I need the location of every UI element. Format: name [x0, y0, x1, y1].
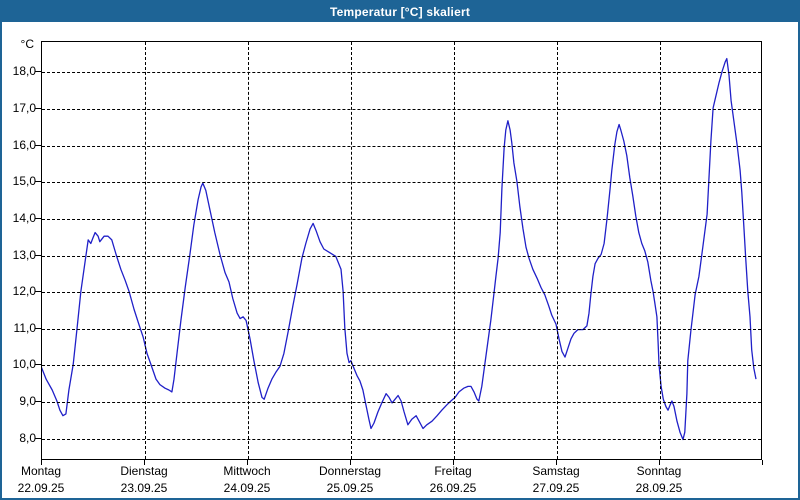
x-tick-mark [144, 460, 145, 465]
x-day-date-label: 26.09.25 [429, 481, 477, 495]
y-tick-mark [35, 181, 41, 183]
temperature-series-line [42, 57, 757, 441]
x-tick-mark [247, 460, 248, 465]
y-tick-mark [35, 327, 41, 329]
day-gridline [145, 42, 146, 459]
y-gridline [42, 145, 761, 147]
y-tick-label: 10,0 [12, 357, 36, 372]
x-day-date-label: 27.09.25 [532, 481, 580, 495]
y-gridline [42, 438, 761, 440]
x-day-date-label: 28.09.25 [635, 481, 683, 495]
y-gridline [42, 255, 761, 257]
x-day-name-label: Sonntag [636, 464, 682, 478]
y-tick-label: 17,0 [12, 101, 36, 115]
x-day-date-label: 25.09.25 [326, 481, 374, 495]
y-tick-label: 13,0 [12, 247, 36, 262]
y-tick-label: 8,0 [19, 430, 36, 445]
x-day-name-label: Dienstag [120, 464, 168, 478]
y-tick-label: 18,0 [12, 64, 36, 79]
y-gridline [42, 292, 761, 294]
y-gridline [42, 218, 761, 220]
y-tick-label: 11,0 [13, 320, 36, 335]
y-tick-label: 9,0 [19, 394, 36, 408]
x-day-date-label: 22.09.25 [17, 481, 65, 495]
y-tick-mark [35, 364, 41, 366]
y-tick-mark [35, 71, 41, 73]
x-day-name-label: Samstag [532, 464, 580, 478]
x-tick-mark [41, 460, 42, 465]
y-tick-mark [35, 437, 41, 439]
y-axis-unit-label: °C [20, 37, 34, 51]
y-tick-label: 16,0 [12, 137, 36, 152]
x-tick-mark [453, 460, 454, 465]
y-tick-mark [35, 401, 41, 402]
y-tick-mark [35, 291, 41, 293]
y-gridline [42, 72, 761, 74]
x-day-date-label: 24.09.25 [223, 481, 271, 495]
day-gridline [351, 42, 352, 459]
y-tick-mark [35, 144, 41, 146]
x-tick-mark [556, 460, 557, 465]
window-title: Temperatur [°C] skaliert [329, 5, 471, 19]
temperature-series-svg [42, 57, 757, 441]
y-tick-mark [35, 217, 41, 219]
x-tick-mark [659, 460, 660, 465]
y-tick-mark [35, 254, 41, 256]
y-gridline [42, 328, 761, 330]
x-day-name-label: Freitag [434, 464, 472, 478]
y-tick-mark [35, 108, 41, 109]
day-gridline [454, 42, 455, 459]
day-gridline [557, 42, 558, 459]
chart-area: °C 18,0 17,0 16,0 15,0 14,0 13,0 12,0 11,0 10,0 9… [2, 22, 798, 498]
window-title-bar[interactable]: Temperatur [°C] skaliert [2, 2, 798, 22]
y-gridline [42, 365, 761, 367]
plot-box [41, 41, 762, 460]
x-day-name-label: Montag [20, 464, 62, 478]
day-gridline [660, 42, 661, 459]
y-gridline [42, 402, 761, 403]
y-tick-label: 12,0 [12, 284, 36, 299]
y-gridline [42, 109, 761, 110]
x-day-name-label: Donnerstag [318, 464, 382, 478]
x-day-name-label: Mittwoch [223, 464, 271, 478]
x-tick-mark [350, 460, 351, 465]
y-tick-label: 15,0 [12, 174, 36, 189]
day-gridline [248, 42, 249, 459]
y-tick-label: 14,0 [12, 210, 36, 225]
x-tick-mark [762, 460, 763, 465]
y-gridline [42, 182, 761, 184]
x-day-date-label: 23.09.25 [120, 481, 168, 495]
